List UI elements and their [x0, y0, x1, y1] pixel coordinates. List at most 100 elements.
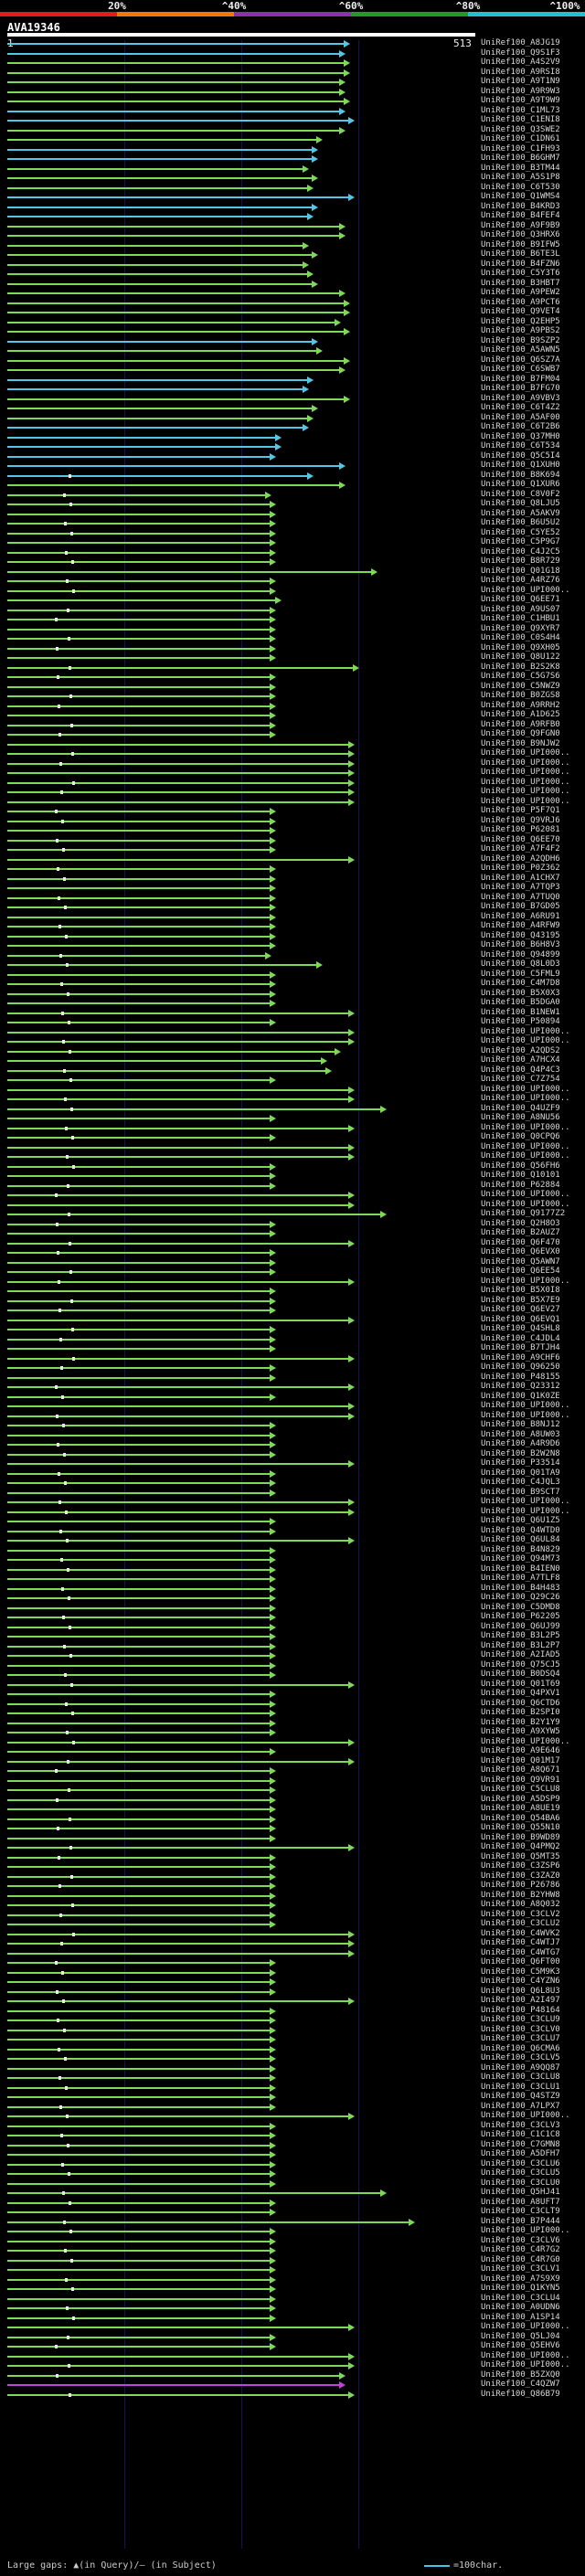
hit-id-label[interactable]: UniRef100_B5ZXQ0 — [481, 2369, 560, 2380]
hit-row[interactable] — [7, 1767, 475, 1775]
hit-row[interactable] — [7, 1019, 475, 1026]
hit-id-label[interactable]: UniRef100_C3CLU0 — [481, 2178, 560, 2188]
hit-id-label[interactable]: UniRef100_C1ML73 — [481, 105, 560, 115]
hit-id-label[interactable]: UniRef100_C4R7G0 — [481, 2254, 560, 2264]
hit-id-label[interactable]: UniRef100_A9E646 — [481, 1746, 560, 1755]
hit-row[interactable] — [7, 117, 475, 124]
hit-id-label[interactable]: UniRef100_Q4SHL8 — [481, 1324, 560, 1333]
hit-row[interactable] — [7, 1393, 475, 1401]
hit-id-label[interactable]: UniRef100_Q9XYR7 — [481, 623, 560, 633]
hit-id-label[interactable]: UniRef100_B3TM44 — [481, 163, 560, 173]
hit-id-label[interactable]: UniRef100_A4RZ76 — [481, 576, 560, 585]
hit-id-label[interactable]: UniRef100_C3CLU6 — [481, 2158, 560, 2168]
hit-id-label[interactable]: UniRef100_A2QDH6 — [481, 853, 560, 864]
hit-id-label[interactable]: UniRef100_P48155 — [481, 1372, 560, 1382]
hit-id-label[interactable]: UniRef100_Q8LJU5 — [481, 499, 560, 508]
hit-id-label[interactable]: UniRef100_B5DGA0 — [481, 998, 560, 1007]
hit-row[interactable] — [7, 2275, 475, 2284]
hit-row[interactable] — [7, 1383, 475, 1391]
hit-id-label[interactable]: UniRef100_B5X0I8 — [481, 1286, 560, 1295]
hit-id-label[interactable]: UniRef100_C1DN61 — [481, 134, 560, 143]
hit-row[interactable] — [7, 644, 475, 652]
hit-id-label[interactable]: UniRef100_Q6CTD6 — [481, 1698, 560, 1708]
hit-row[interactable] — [7, 1047, 475, 1055]
hit-id-label[interactable]: UniRef100_B0DSQ4 — [481, 1670, 560, 1679]
hit-id-label[interactable]: UniRef100_C4R7G2 — [481, 2245, 560, 2254]
hit-id-label[interactable]: UniRef100_A8JG19 — [481, 38, 560, 48]
hit-row[interactable] — [7, 1086, 475, 1094]
hit-id-label[interactable]: UniRef100_Q6CMA6 — [481, 2043, 560, 2053]
hit-row[interactable] — [7, 1364, 475, 1372]
hit-id-label[interactable]: UniRef100_Q37MH0 — [481, 431, 560, 441]
hit-id-label[interactable]: UniRef100_C3CLT9 — [481, 2207, 560, 2216]
hit-id-label[interactable]: UniRef100_Q8U122 — [481, 652, 560, 662]
hit-id-label[interactable]: UniRef100_A2QDS2 — [481, 1045, 560, 1055]
hit-row[interactable] — [7, 1268, 475, 1276]
hit-row[interactable] — [7, 990, 475, 998]
hit-row[interactable] — [7, 1211, 475, 1218]
hit-id-label[interactable]: UniRef100_B5X7E9 — [481, 1295, 560, 1305]
hit-row[interactable] — [7, 635, 475, 642]
hit-row[interactable] — [7, 1460, 475, 1468]
hit-id-label[interactable]: UniRef100_Q1K0ZE — [481, 1391, 560, 1401]
hit-id-label[interactable]: UniRef100_C1FH93 — [481, 143, 560, 154]
hit-row[interactable] — [7, 414, 475, 422]
hit-id-label[interactable]: UniRef100_P62205 — [481, 1612, 560, 1621]
hit-row[interactable] — [7, 107, 475, 115]
hit-row[interactable] — [7, 1172, 475, 1180]
hit-row[interactable] — [7, 1661, 475, 1670]
hit-id-label[interactable]: UniRef100_B9WD89 — [481, 1832, 560, 1842]
hit-id-label[interactable]: UniRef100_Q1XUR6 — [481, 480, 560, 489]
hit-row[interactable] — [7, 1968, 475, 1977]
hit-row[interactable] — [7, 1345, 475, 1352]
hit-id-label[interactable]: UniRef100_Q6L8U3 — [481, 1986, 560, 1996]
hit-row[interactable] — [7, 2045, 475, 2053]
hit-id-label[interactable]: UniRef100_Q4PMQ2 — [481, 1842, 560, 1851]
hit-row[interactable] — [7, 1009, 475, 1017]
hit-row[interactable] — [7, 1863, 475, 1871]
hit-row[interactable] — [7, 769, 475, 777]
hit-row[interactable] — [7, 846, 475, 853]
hit-id-label[interactable]: UniRef100_Q8L0D3 — [481, 959, 560, 969]
hit-id-label[interactable]: UniRef100_Q6EE54 — [481, 1267, 560, 1276]
hit-row[interactable] — [7, 318, 475, 326]
hit-id-label[interactable]: UniRef100_C6T534 — [481, 441, 560, 451]
hit-row[interactable] — [7, 386, 475, 393]
hit-id-label[interactable]: UniRef100_Q94899 — [481, 949, 560, 959]
hit-id-label[interactable]: UniRef100_Q5AWN7 — [481, 1256, 560, 1267]
hit-id-label[interactable]: UniRef100_Q3HRX6 — [481, 230, 560, 239]
hit-row[interactable] — [7, 1796, 475, 1804]
hit-row[interactable] — [7, 501, 475, 508]
hit-id-label[interactable]: UniRef100_C3CLU2 — [481, 1919, 560, 1928]
hit-id-label[interactable]: UniRef100_C3CLV5 — [481, 2053, 560, 2062]
hit-row[interactable] — [7, 328, 475, 335]
hit-row[interactable] — [7, 2333, 475, 2341]
hit-row[interactable] — [7, 578, 475, 585]
hit-row[interactable] — [7, 1738, 475, 1746]
hit-id-label[interactable]: UniRef100_B6TE3L — [481, 249, 560, 259]
hit-row[interactable] — [7, 2151, 475, 2158]
hit-id-label[interactable]: UniRef100_UPI000.. — [481, 768, 570, 777]
hit-id-label[interactable]: UniRef100_C3CLU7 — [481, 2034, 560, 2043]
hit-row[interactable] — [7, 1124, 475, 1132]
hit-id-label[interactable]: UniRef100_C3CLV2 — [481, 1909, 560, 1919]
hit-row[interactable] — [7, 260, 475, 269]
hit-id-label[interactable]: UniRef100_C4WTG7 — [481, 1947, 560, 1957]
hit-row[interactable] — [7, 1604, 475, 1612]
hit-id-label[interactable]: UniRef100_C4J2C5 — [481, 546, 560, 557]
hit-row[interactable] — [7, 1096, 475, 1103]
hit-id-label[interactable]: UniRef100_C7Z754 — [481, 1075, 560, 1084]
hit-row[interactable] — [7, 1316, 475, 1324]
hit-row[interactable] — [7, 69, 475, 77]
hit-id-label[interactable]: UniRef100_P33514 — [481, 1458, 560, 1468]
hit-row[interactable] — [7, 337, 475, 345]
hit-id-label[interactable]: UniRef100_Q6EV27 — [481, 1305, 560, 1314]
hit-id-label[interactable]: UniRef100_UPI000.. — [481, 1151, 570, 1161]
hit-row[interactable] — [7, 567, 475, 576]
hit-row[interactable] — [7, 673, 475, 681]
hit-row[interactable] — [7, 270, 475, 278]
hit-id-label[interactable]: UniRef100_Q3SWE2 — [481, 124, 560, 134]
hit-id-label[interactable]: UniRef100_C7GMN8 — [481, 2139, 560, 2149]
hit-id-label[interactable]: UniRef100_A8UE19 — [481, 1804, 560, 1813]
hit-row[interactable] — [7, 2160, 475, 2168]
